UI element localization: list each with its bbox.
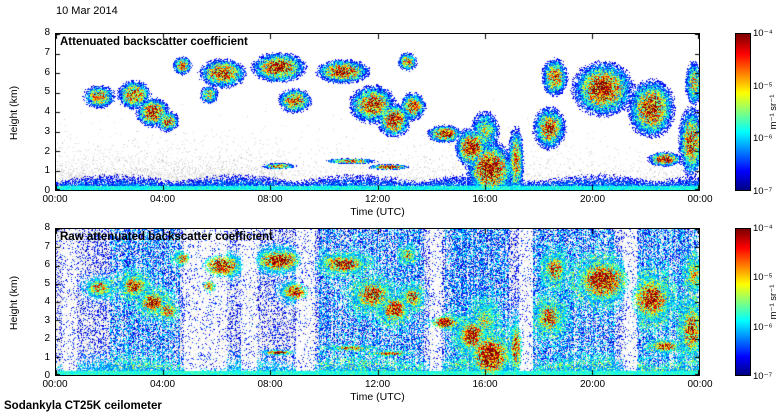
colorbar-tick-label: 10⁻⁴	[753, 28, 773, 39]
date-label: 10 Mar 2014	[56, 5, 118, 17]
y-axis-label-top: Height (km)	[8, 85, 20, 141]
heatmap-canvas-raw	[56, 229, 699, 375]
x-axis-ticks-bottom: 00:00 04:00 08:00 12:00 16:00 20:00 00:00	[0, 379, 780, 391]
instrument-label: Sodankyla CT25K ceilometer	[4, 400, 162, 412]
x-axis-label-bottom: Time (UTC)	[350, 391, 405, 403]
y-tick-label: 8	[44, 222, 50, 233]
y-tick-label: 1	[44, 351, 50, 363]
y-tick-label: 7	[44, 46, 50, 58]
x-tick-label: 00:00	[687, 379, 713, 390]
y-tick-label: 3	[44, 125, 50, 137]
colorbar-unit-label-bottom: m⁻¹ sr⁻¹	[768, 284, 779, 320]
x-tick-label: 04:00	[149, 379, 176, 390]
y-axis-label-bottom: Height (km)	[8, 275, 20, 331]
x-tick-label: 20:00	[579, 194, 606, 205]
y-tick-label: 8	[44, 27, 50, 38]
y-tick-label: 2	[44, 145, 50, 157]
heatmap-panel-attenuated: Attenuated backscatter coefficient	[55, 33, 700, 191]
colorbar-canvas-top	[736, 34, 750, 190]
x-tick-label: 20:00	[579, 379, 606, 390]
y-tick-label: 4	[44, 106, 50, 117]
colorbar-bottom	[735, 228, 751, 376]
y-tick-label: 5	[44, 277, 50, 289]
y-tick-label: 6	[44, 259, 50, 270]
x-tick-label: 00:00	[687, 194, 713, 205]
x-tick-label: 08:00	[257, 379, 283, 390]
x-tick-label: 04:00	[149, 194, 176, 205]
panel-title-raw: Raw attenuated backscatter coefficient	[60, 231, 273, 243]
x-tick-label: 16:00	[472, 379, 498, 390]
y-tick-label: 5	[44, 86, 50, 98]
x-tick-label: 00:00	[42, 379, 68, 390]
colorbar-top	[735, 33, 751, 191]
y-tick-label: 4	[44, 296, 50, 307]
x-tick-label: 08:00	[257, 194, 283, 205]
panel-title-attenuated: Attenuated backscatter coefficient	[60, 36, 248, 48]
heatmap-panel-raw: Raw attenuated backscatter coefficient	[55, 228, 700, 376]
y-tick-label: 3	[44, 314, 50, 326]
colorbar-canvas-bottom	[736, 229, 750, 375]
x-axis-ticks-top: 00:00 04:00 08:00 12:00 16:00 20:00 00:00	[0, 194, 780, 206]
y-tick-label: 1	[44, 165, 50, 177]
y-tick-label: 6	[44, 66, 50, 78]
colorbar-tick-label: 10⁻⁴	[753, 223, 773, 234]
x-tick-label: 12:00	[364, 379, 391, 390]
x-axis-label-top: Time (UTC)	[350, 206, 405, 218]
heatmap-canvas-attenuated	[56, 34, 699, 190]
x-tick-label: 00:00	[42, 194, 68, 205]
y-tick-label: 2	[44, 333, 50, 344]
x-tick-label: 16:00	[472, 194, 498, 205]
colorbar-unit-label-top: m⁻¹ sr⁻¹	[768, 94, 779, 130]
x-tick-label: 12:00	[364, 194, 391, 205]
y-tick-label: 7	[44, 240, 50, 252]
